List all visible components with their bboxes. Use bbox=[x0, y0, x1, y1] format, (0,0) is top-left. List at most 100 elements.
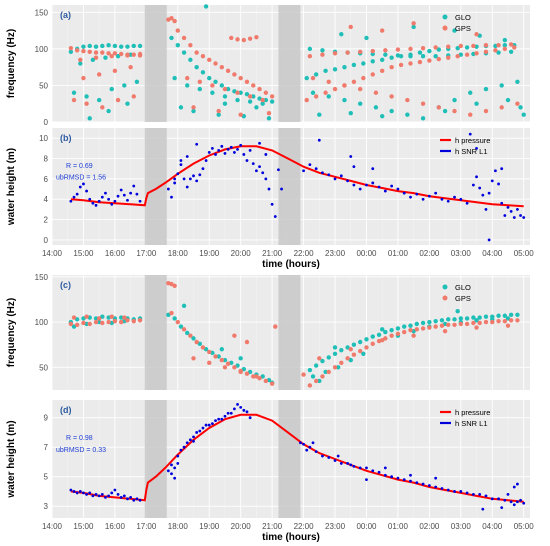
data-point bbox=[411, 24, 416, 30]
data-point bbox=[219, 347, 225, 352]
data-point bbox=[242, 153, 246, 156]
data-point bbox=[474, 318, 479, 323]
data-point bbox=[137, 318, 143, 323]
panel-label: (b) bbox=[60, 133, 72, 143]
data-point bbox=[93, 50, 99, 55]
data-point bbox=[383, 329, 388, 335]
data-point bbox=[505, 323, 511, 328]
shaded-interval bbox=[144, 400, 167, 518]
data-point bbox=[71, 315, 77, 320]
data-point bbox=[317, 356, 322, 361]
data-point bbox=[484, 494, 488, 498]
data-point bbox=[468, 112, 473, 117]
data-point bbox=[106, 319, 111, 325]
data-point bbox=[78, 185, 82, 189]
data-point bbox=[131, 52, 136, 57]
x-tick-label: 23:00 bbox=[325, 522, 346, 531]
data-point bbox=[200, 70, 206, 75]
y-tick-label: 0 bbox=[44, 236, 49, 245]
data-point bbox=[512, 216, 516, 219]
data-point bbox=[82, 491, 85, 495]
data-point bbox=[402, 329, 407, 335]
data-point bbox=[305, 448, 309, 452]
data-point bbox=[414, 321, 419, 327]
data-point bbox=[135, 497, 139, 501]
data-point bbox=[192, 435, 195, 439]
data-point bbox=[242, 408, 246, 412]
data-point bbox=[273, 215, 277, 218]
data-point bbox=[509, 500, 513, 504]
data-point bbox=[216, 112, 221, 117]
legend-label: h pressure bbox=[455, 136, 490, 145]
data-point bbox=[478, 186, 482, 190]
data-point bbox=[496, 318, 501, 324]
series-gps bbox=[68, 280, 520, 388]
data-point bbox=[434, 476, 438, 480]
data-point bbox=[100, 50, 105, 55]
data-point bbox=[458, 316, 464, 321]
data-point bbox=[307, 53, 313, 59]
data-point bbox=[370, 334, 375, 339]
data-point bbox=[357, 86, 363, 92]
data-point bbox=[313, 94, 319, 99]
data-point bbox=[402, 324, 407, 329]
panel-label: (c) bbox=[60, 280, 71, 290]
data-point bbox=[508, 42, 514, 47]
legend-marker bbox=[442, 284, 448, 290]
data-point bbox=[421, 197, 425, 201]
y-tick-label: 4 bbox=[44, 195, 49, 204]
data-point bbox=[197, 79, 203, 84]
data-point bbox=[169, 15, 174, 21]
data-point bbox=[417, 59, 423, 65]
data-point bbox=[452, 322, 457, 328]
data-point bbox=[357, 339, 363, 345]
data-point bbox=[138, 199, 142, 203]
data-point bbox=[207, 151, 211, 154]
data-point bbox=[172, 316, 177, 321]
y-tick-label: 3 bbox=[44, 502, 49, 511]
data-point bbox=[122, 83, 127, 88]
data-point bbox=[72, 490, 76, 493]
data-point bbox=[427, 58, 432, 63]
data-point bbox=[323, 90, 328, 95]
data-point bbox=[219, 357, 225, 363]
data-point bbox=[172, 18, 177, 24]
data-point bbox=[201, 167, 205, 171]
data-point bbox=[475, 146, 478, 150]
data-point bbox=[248, 416, 252, 420]
data-point bbox=[420, 326, 426, 331]
data-point bbox=[342, 83, 347, 88]
data-point bbox=[251, 83, 256, 88]
data-point bbox=[398, 62, 404, 68]
data-point bbox=[361, 351, 366, 356]
data-point bbox=[477, 320, 482, 326]
data-point bbox=[207, 423, 211, 427]
data-point bbox=[232, 151, 236, 154]
data-point bbox=[376, 332, 382, 337]
data-point bbox=[131, 43, 136, 49]
data-point bbox=[122, 494, 126, 498]
data-point bbox=[395, 47, 401, 52]
data-point bbox=[332, 365, 338, 370]
data-point bbox=[468, 132, 472, 136]
data-point bbox=[84, 314, 89, 319]
data-point bbox=[214, 153, 217, 156]
shaded-interval bbox=[278, 400, 301, 518]
y-tick-label: 150 bbox=[35, 273, 49, 282]
data-point bbox=[490, 497, 494, 501]
data-point bbox=[188, 57, 193, 63]
data-point bbox=[229, 145, 233, 149]
data-point bbox=[232, 365, 237, 370]
data-point bbox=[181, 35, 187, 41]
x-tick-label: 20:00 bbox=[231, 522, 252, 531]
data-point bbox=[471, 43, 476, 49]
data-point bbox=[134, 79, 140, 84]
data-point bbox=[402, 191, 406, 195]
data-point bbox=[261, 171, 265, 175]
data-point bbox=[505, 97, 511, 103]
data-point bbox=[119, 188, 123, 192]
data-point bbox=[223, 152, 227, 155]
data-point bbox=[264, 153, 268, 156]
data-point bbox=[455, 309, 460, 314]
y-tick-label: 5 bbox=[44, 473, 49, 482]
